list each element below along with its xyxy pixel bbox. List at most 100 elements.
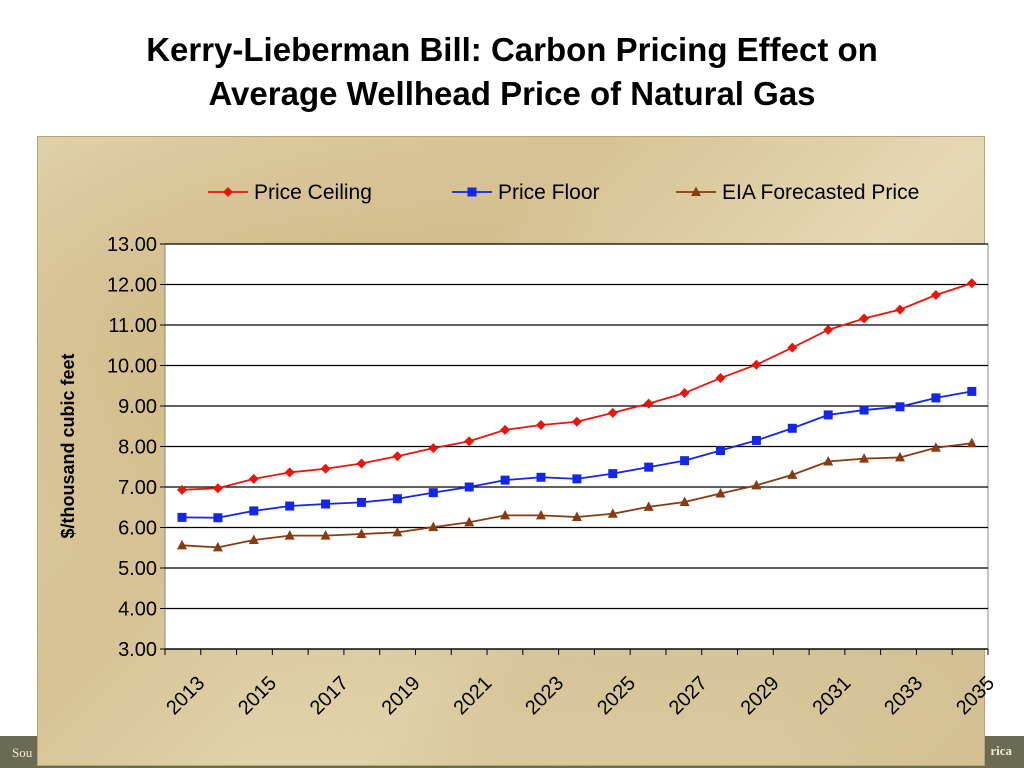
data-point-1-15 [716, 446, 725, 456]
data-point-0-20 [895, 304, 905, 315]
data-point-0-16 [751, 359, 762, 370]
x-tick-label: 2013 [162, 672, 209, 719]
x-tick-label: 2019 [378, 672, 425, 719]
legend-marker-1 [467, 187, 477, 197]
y-tick-label: 12.00 [107, 275, 157, 297]
data-point-1-19 [859, 405, 869, 415]
footer-source-text: Sou [12, 745, 33, 760]
data-point-2-11 [571, 511, 582, 521]
data-point-1-21 [931, 393, 941, 403]
data-point-1-14 [680, 456, 690, 466]
legend-label-1: Price Floor [498, 181, 600, 204]
data-point-0-10 [536, 420, 546, 431]
footer-right-text: rica [990, 743, 1012, 758]
y-tick-label: 9.00 [118, 396, 157, 418]
legend-marker-2 [691, 186, 701, 196]
data-point-2-17 [787, 469, 798, 479]
x-tick-label: 2027 [665, 672, 712, 719]
y-tick-label: 13.00 [107, 234, 157, 256]
data-point-0-11 [571, 416, 582, 427]
data-point-1-13 [644, 462, 654, 472]
y-tick-label: 4.00 [118, 599, 157, 621]
data-point-2-15 [715, 487, 726, 498]
x-tick-label: 2035 [952, 672, 999, 719]
data-point-1-17 [787, 423, 797, 433]
data-point-2-19 [859, 453, 870, 463]
x-tick-label: 2029 [737, 672, 784, 719]
data-point-2-9 [500, 509, 511, 520]
data-point-2-4 [320, 530, 331, 540]
data-point-0-14 [679, 388, 690, 399]
data-point-0-18 [823, 324, 834, 335]
data-point-2-16 [751, 479, 762, 490]
x-tick-label: 2025 [593, 672, 640, 719]
y-tick-label: 8.00 [118, 437, 157, 459]
data-point-0-2 [248, 473, 259, 484]
data-point-0-3 [284, 467, 295, 478]
data-point-1-1 [213, 513, 223, 523]
data-point-1-16 [751, 435, 761, 445]
data-point-0-13 [643, 398, 654, 409]
y-tick-label: 7.00 [118, 477, 157, 499]
data-point-0-19 [859, 313, 870, 324]
data-point-2-18 [823, 455, 834, 466]
data-point-2-21 [930, 442, 941, 452]
slide-title-line-2: Average Wellhead Price of Natural Gas [208, 75, 816, 112]
y-tick-label: 11.00 [108, 315, 157, 337]
data-point-1-18 [823, 410, 833, 420]
data-point-2-1 [212, 541, 223, 552]
legend-label-2: EIA Forecasted Price [722, 181, 919, 204]
data-point-1-3 [285, 501, 295, 511]
data-point-2-20 [895, 451, 905, 462]
slide-title: Kerry-Lieberman Bill: Carbon Pricing Eff… [0, 28, 1024, 116]
data-point-1-8 [464, 482, 474, 492]
data-point-2-10 [536, 509, 546, 520]
data-point-0-6 [392, 451, 403, 462]
data-point-1-10 [536, 472, 546, 482]
data-point-1-22 [967, 386, 977, 396]
data-point-0-0 [177, 484, 187, 495]
data-point-1-20 [895, 402, 905, 412]
data-point-1-11 [572, 474, 582, 484]
data-point-2-7 [428, 521, 439, 532]
data-point-2-3 [284, 530, 295, 540]
y-tick-label: 10.00 [107, 356, 157, 378]
slide-title-line-1: Kerry-Lieberman Bill: Carbon Pricing Eff… [146, 31, 878, 68]
data-point-0-15 [715, 373, 726, 384]
x-tick-label: 2031 [808, 672, 855, 719]
data-point-1-12 [608, 469, 618, 479]
data-point-1-9 [500, 475, 510, 485]
data-point-2-14 [679, 496, 690, 506]
data-point-1-5 [357, 497, 366, 507]
y-tick-label: 6.00 [118, 518, 157, 540]
data-point-0-7 [428, 443, 439, 454]
data-point-1-2 [249, 506, 259, 516]
data-point-1-0 [177, 512, 187, 522]
data-point-2-22 [966, 437, 977, 448]
data-point-0-17 [787, 342, 798, 353]
data-point-1-4 [321, 499, 331, 509]
data-point-2-5 [356, 528, 367, 538]
data-point-1-6 [392, 494, 402, 504]
y-tick-label: 3.00 [118, 639, 157, 661]
data-point-0-8 [464, 436, 475, 447]
data-point-0-4 [320, 463, 331, 474]
y-axis-title: $/thousand cubic feet [58, 353, 78, 538]
x-tick-label: 2017 [306, 672, 353, 719]
data-point-2-8 [464, 516, 475, 527]
data-point-1-7 [428, 488, 438, 498]
data-point-0-9 [500, 424, 511, 435]
data-point-0-22 [966, 278, 977, 289]
x-tick-label: 2033 [880, 672, 927, 719]
data-point-0-5 [356, 458, 367, 469]
data-point-2-2 [248, 534, 259, 545]
x-tick-label: 2023 [521, 672, 568, 719]
x-tick-label: 2015 [234, 672, 281, 719]
legend-label-0: Price Ceiling [254, 181, 372, 204]
data-point-2-13 [643, 501, 654, 511]
y-tick-label: 5.00 [118, 558, 157, 580]
data-point-2-6 [392, 526, 403, 537]
data-point-2-0 [177, 539, 187, 550]
data-point-0-12 [607, 407, 618, 418]
